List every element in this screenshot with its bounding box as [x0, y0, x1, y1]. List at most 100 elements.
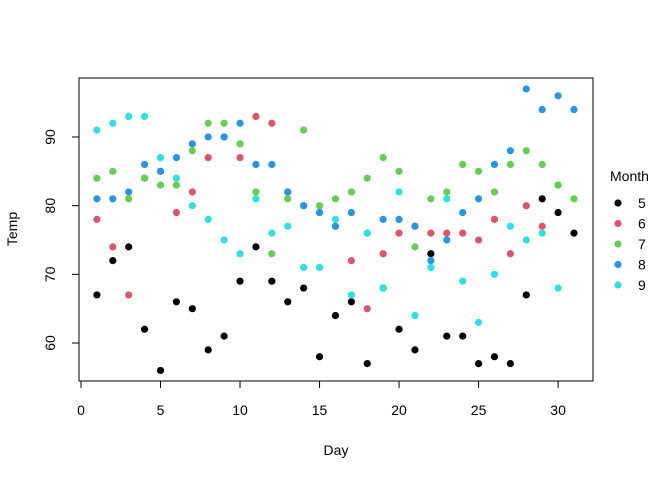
data-point: [395, 215, 403, 223]
data-point: [172, 181, 181, 189]
data-point: [315, 263, 324, 272]
data-point: [538, 160, 546, 169]
data-point: [125, 243, 133, 251]
data-point: [459, 332, 467, 340]
data-point: [443, 188, 451, 196]
data-point: [204, 119, 212, 127]
data-point: [363, 229, 371, 237]
data-point: [284, 188, 292, 196]
data-point: [427, 263, 435, 272]
x-tick-label: 25: [471, 402, 487, 418]
data-point: [300, 284, 308, 292]
data-point: [331, 195, 340, 203]
data-point: [395, 325, 403, 333]
data-point: [331, 311, 340, 320]
data-point: [252, 243, 260, 251]
data-point: [347, 257, 355, 265]
data-point: [554, 92, 562, 100]
y-axis-title: Temp: [4, 212, 20, 246]
legend-label: 5: [638, 195, 646, 211]
legend-marker: [614, 240, 622, 248]
data-point: [554, 284, 562, 292]
data-point: [459, 277, 467, 285]
data-point: [490, 353, 499, 361]
data-point: [220, 133, 228, 141]
x-tick-label: 0: [77, 402, 85, 418]
data-point: [141, 325, 149, 333]
data-point: [109, 167, 117, 175]
data-point: [427, 257, 435, 265]
data-point: [347, 208, 355, 217]
data-point: [141, 174, 149, 182]
data-point: [252, 195, 260, 203]
legend-label: 6: [638, 216, 646, 232]
data-point: [172, 174, 181, 182]
data-point: [490, 188, 499, 196]
data-point: [172, 208, 181, 217]
x-tick-label: 5: [157, 402, 165, 418]
legend-marker: [614, 260, 622, 269]
data-point: [395, 167, 403, 175]
data-point: [204, 154, 212, 162]
data-point: [427, 250, 435, 258]
data-point: [363, 360, 371, 368]
data-point: [570, 229, 578, 237]
legend: Month 5 6 7 8 9: [610, 168, 649, 293]
data-point: [268, 277, 276, 285]
y-tick-label: 90: [42, 129, 58, 145]
series-6: [93, 112, 562, 313]
data-point: [93, 215, 101, 223]
data-point: [427, 229, 435, 237]
data-point: [411, 243, 419, 251]
data-point: [506, 147, 514, 155]
data-point: [522, 202, 530, 210]
data-point: [93, 291, 101, 299]
data-point: [109, 119, 117, 127]
data-point: [93, 195, 101, 203]
data-point: [252, 112, 260, 120]
data-point: [252, 188, 260, 196]
data-point: [156, 167, 165, 175]
data-point: [363, 305, 371, 313]
data-point: [300, 202, 308, 210]
data-point: [506, 222, 514, 230]
data-point: [188, 140, 196, 148]
data-point: [459, 160, 467, 169]
data-point: [506, 250, 514, 258]
data-point: [284, 195, 292, 203]
data-point: [411, 222, 419, 230]
data-point: [474, 195, 483, 203]
data-point: [427, 195, 435, 203]
data-point: [236, 140, 244, 148]
data-point: [347, 298, 355, 306]
data-point: [188, 305, 196, 313]
data-point: [570, 105, 578, 114]
data-point: [125, 291, 133, 299]
x-axis: 0 5 10 15 20 25 30: [77, 380, 566, 418]
data-point: [220, 236, 228, 244]
data-point: [204, 133, 212, 141]
data-point: [538, 195, 546, 203]
data-point: [268, 229, 276, 237]
data-point: [300, 126, 308, 134]
data-point: [172, 298, 181, 306]
data-point: [474, 360, 483, 368]
legend-marker: [614, 281, 622, 289]
data-point: [156, 181, 165, 189]
data-point: [125, 112, 133, 120]
legend-label: 8: [638, 257, 646, 273]
data-point: [236, 277, 244, 285]
data-point: [109, 257, 117, 265]
data-point: [141, 112, 149, 120]
data-point: [315, 202, 324, 210]
data-point: [109, 195, 117, 203]
data-point: [490, 270, 499, 278]
data-point: [236, 154, 244, 162]
data-point: [331, 222, 340, 230]
data-point: [156, 154, 165, 162]
data-point: [379, 284, 387, 292]
legend-label: 9: [638, 277, 646, 293]
data-point: [506, 360, 514, 368]
data-point: [474, 318, 483, 326]
